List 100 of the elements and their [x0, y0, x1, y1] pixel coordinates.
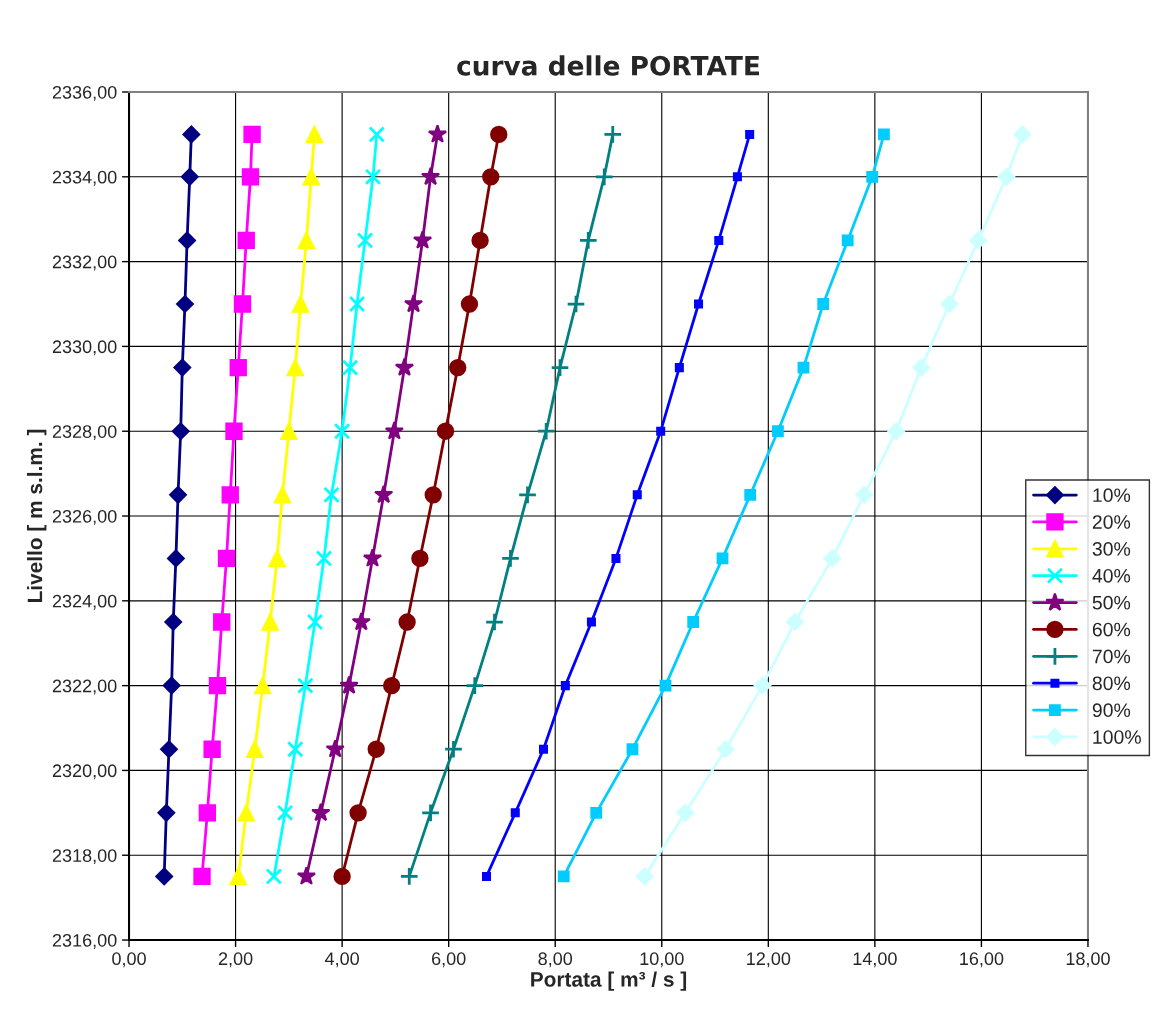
point: [694, 299, 704, 309]
point: [745, 129, 755, 139]
point: [384, 421, 404, 440]
point: [411, 549, 429, 568]
y-tick-label: 2324,00: [52, 594, 117, 610]
point: [233, 295, 252, 313]
point: [500, 548, 521, 569]
point: [399, 866, 419, 887]
point: [817, 298, 830, 310]
point: [176, 295, 194, 313]
point: [362, 548, 383, 567]
point: [460, 295, 479, 313]
legend-label: 90%: [1092, 703, 1131, 718]
point: [208, 676, 227, 695]
point: [254, 676, 272, 695]
x-tick-label: 2,00: [218, 952, 253, 968]
legend-label: 80%: [1092, 676, 1131, 691]
point: [302, 168, 320, 186]
point: [333, 422, 351, 440]
point: [193, 867, 211, 886]
point: [786, 613, 804, 631]
x-tick-label: 0,00: [112, 952, 146, 968]
point: [997, 167, 1016, 186]
point: [268, 549, 286, 568]
point: [635, 867, 654, 886]
point: [560, 681, 570, 691]
point: [412, 230, 433, 249]
point: [356, 232, 374, 249]
point: [225, 422, 243, 440]
point: [297, 677, 314, 694]
y-tick-label: 2334,00: [52, 170, 117, 186]
point: [449, 358, 467, 377]
point: [341, 359, 359, 376]
point: [427, 124, 448, 143]
point: [586, 617, 596, 627]
point: [237, 804, 255, 822]
point: [351, 611, 371, 631]
point: [538, 744, 549, 754]
legend-label: 10%: [1093, 488, 1131, 503]
point: [659, 679, 672, 692]
point: [367, 740, 385, 758]
point: [603, 124, 623, 145]
point: [676, 803, 695, 822]
x-tick-label: 16,00: [960, 952, 1004, 968]
point: [246, 740, 264, 758]
point: [348, 295, 366, 313]
point: [265, 868, 283, 885]
point: [368, 126, 386, 143]
point: [674, 363, 684, 373]
point: [517, 485, 538, 505]
point: [550, 357, 570, 378]
point: [286, 740, 304, 758]
point: [280, 422, 298, 440]
point: [296, 866, 317, 885]
point: [171, 422, 190, 441]
point: [656, 426, 666, 436]
point: [887, 422, 906, 441]
x-axis-title: Portata [ m³ / s ]: [531, 971, 687, 991]
point: [157, 803, 176, 822]
point: [229, 867, 247, 886]
point: [374, 484, 394, 504]
point: [325, 739, 345, 758]
point: [481, 871, 492, 881]
y-axis-title: Livello [ m s.l.m. ]: [26, 429, 47, 603]
point: [510, 808, 520, 818]
x-tick-label: 12,00: [747, 952, 791, 968]
point: [436, 422, 455, 440]
chart-title: curva delle PORTATE: [457, 55, 759, 76]
point: [167, 549, 185, 568]
point: [286, 358, 304, 377]
point: [243, 125, 261, 144]
point: [237, 231, 255, 250]
point: [203, 740, 221, 758]
point: [180, 167, 199, 186]
y-tick-label: 2332,00: [52, 255, 117, 271]
x-tick-label: 4,00: [324, 952, 359, 968]
point: [162, 676, 181, 695]
point: [578, 230, 598, 251]
point: [420, 166, 441, 186]
x-tick-label: 18,00: [1066, 952, 1110, 968]
x-tick-label: 8,00: [538, 952, 573, 968]
point: [229, 358, 247, 377]
legend-label: 30%: [1092, 542, 1131, 556]
point: [557, 870, 570, 883]
point: [182, 125, 201, 144]
y-tick-label: 2320,00: [52, 764, 117, 780]
legend-label: 40%: [1092, 568, 1131, 583]
point: [173, 358, 192, 377]
point: [221, 486, 239, 504]
point: [155, 867, 174, 886]
point: [261, 613, 279, 631]
legend-label: 70%: [1092, 649, 1131, 664]
point: [164, 613, 183, 631]
point: [823, 549, 842, 568]
point: [465, 675, 485, 696]
point: [912, 358, 931, 377]
point: [198, 804, 217, 822]
point: [394, 357, 415, 376]
point: [398, 613, 416, 631]
point: [969, 231, 988, 250]
